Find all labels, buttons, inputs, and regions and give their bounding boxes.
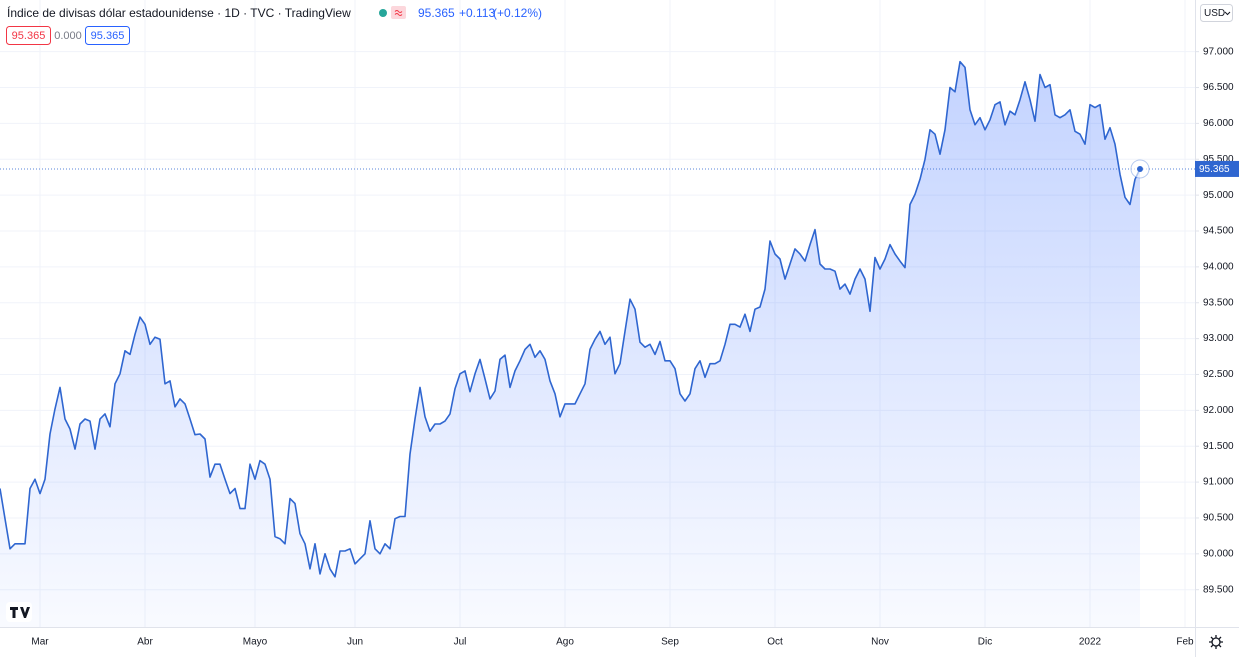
x-tick-label: Jun: [347, 637, 363, 648]
y-tick-label: 97.000: [1203, 46, 1234, 57]
x-tick-label: Mar: [31, 637, 49, 648]
last-price-tag: [1195, 160, 1239, 177]
price-line: [0, 60, 1141, 578]
header-change: +0.113: [459, 6, 495, 20]
y-tick-label: 91.500: [1203, 441, 1234, 452]
y-tick-label: 91.000: [1203, 477, 1234, 488]
y-tick-label: 96.500: [1203, 82, 1234, 93]
x-tick-label: Feb: [1176, 637, 1194, 648]
indicator-value: 95.365: [12, 30, 46, 42]
area-fill: [0, 61, 1140, 627]
plot: [0, 60, 1195, 627]
indicator-value: 95.365: [91, 30, 125, 42]
header-change-pct: (+0.12%): [493, 6, 542, 20]
axes: 89.500 90.000 90.500 91.000 91.500 92.000 92.5…: [31, 46, 1239, 648]
y-tick-label: 93.000: [1203, 333, 1234, 344]
x-tick-label: Dic: [978, 637, 992, 648]
settings-icon[interactable]: [1209, 635, 1223, 649]
y-tick-label: 94.000: [1203, 262, 1234, 273]
last-point: [1137, 165, 1143, 172]
currency-chevron[interactable]: [1224, 11, 1231, 16]
x-tick-label: Ago: [556, 637, 574, 648]
x-tick-label: 2022: [1079, 637, 1102, 648]
status-wave: [394, 10, 403, 16]
settings-ring[interactable]: [1211, 637, 1221, 647]
y-tick-label: 94.500: [1203, 226, 1234, 237]
indicator-box: [6, 26, 51, 45]
y-tick-label: 92.000: [1203, 405, 1234, 416]
logo[interactable]: [10, 607, 30, 618]
y-tick-label: 93.500: [1203, 297, 1234, 308]
x-tick-label: Nov: [871, 637, 889, 648]
y-tick-label: 90.000: [1203, 548, 1234, 559]
chart-title: Índice de divisas dólar estadounidense ·…: [7, 5, 351, 20]
header-price: 95.365: [418, 6, 455, 20]
x-tick-label: Oct: [767, 637, 783, 648]
settings-spokes[interactable]: [1209, 635, 1223, 649]
indicator-value: 0.000: [54, 30, 82, 42]
y-tick-label: 89.500: [1203, 584, 1234, 595]
y-tick-label: 92.500: [1203, 369, 1234, 380]
x-tick-label: Mayo: [243, 637, 268, 648]
last-price-label: 95.365: [1199, 164, 1230, 175]
y-tick-label: 95.000: [1203, 190, 1234, 201]
x-tick-label: Jul: [454, 637, 467, 648]
y-tick-label: 90.500: [1203, 513, 1234, 524]
y-tick-label: 96.000: [1203, 118, 1234, 129]
currency-label[interactable]: USD: [1204, 8, 1225, 19]
x-tick-label: Abr: [137, 637, 153, 648]
currency-button[interactable]: [1200, 4, 1233, 22]
indicator-box: [85, 26, 130, 45]
x-tick-label: Sep: [661, 637, 679, 648]
y-tick-label: 95.500: [1203, 154, 1234, 165]
status-dot: [379, 9, 387, 17]
status-icon: [391, 6, 406, 19]
